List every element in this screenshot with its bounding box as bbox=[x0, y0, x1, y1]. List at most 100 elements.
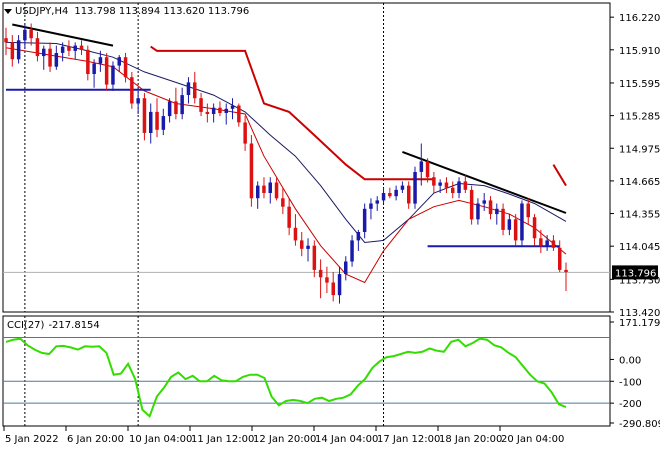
candle-body bbox=[230, 105, 235, 109]
candle-body bbox=[149, 111, 153, 133]
candle-body bbox=[394, 189, 398, 197]
candle-body bbox=[476, 203, 480, 220]
candle-body bbox=[495, 208, 499, 215]
candle-body bbox=[375, 200, 379, 204]
candle-body bbox=[564, 269, 568, 272]
candle-body bbox=[243, 122, 247, 144]
price-tick-label: 114.975 bbox=[619, 144, 660, 155]
candle-body bbox=[98, 57, 103, 64]
svg-text:CCI(27)-217.8154: CCI(27) -217.8154 bbox=[7, 320, 100, 331]
candle-body bbox=[54, 53, 59, 67]
candle-body bbox=[42, 48, 46, 57]
cci-tick-label: -200 bbox=[619, 399, 642, 410]
axes: 116.220 115.910 115.595 115.285 114.975 114.6… bbox=[3, 13, 660, 445]
candle-body bbox=[356, 232, 361, 241]
trendline-line-3 bbox=[12, 23, 114, 47]
price-tick-label: 115.595 bbox=[619, 79, 660, 90]
candle-body bbox=[193, 82, 197, 99]
candle-body bbox=[211, 107, 216, 114]
cci-plot-frame bbox=[2, 315, 611, 427]
current-price-tag-label: 113.796 bbox=[615, 268, 656, 279]
price-tick-label: 113.730 bbox=[619, 275, 660, 286]
candle-body bbox=[79, 45, 84, 50]
candle-body bbox=[558, 247, 562, 270]
candle-body bbox=[23, 29, 27, 41]
price-tick-label: 115.285 bbox=[619, 112, 660, 123]
candle-body bbox=[300, 240, 304, 249]
candle-body bbox=[419, 161, 424, 172]
candle-body bbox=[388, 193, 392, 197]
main-plot-frame bbox=[2, 2, 611, 313]
dropdown-arrow-icon[interactable] bbox=[4, 9, 12, 14]
candle-body bbox=[262, 185, 266, 193]
candle-body bbox=[205, 111, 210, 114]
candle-body bbox=[123, 57, 128, 78]
cci-plot bbox=[3, 316, 610, 426]
candle-body bbox=[337, 274, 342, 296]
candle-body bbox=[469, 189, 474, 220]
candle-body bbox=[362, 208, 367, 232]
candle-body bbox=[142, 98, 147, 133]
candle-body bbox=[186, 82, 191, 95]
candle-body bbox=[73, 45, 77, 51]
psar-line-0 bbox=[150, 45, 434, 181]
candle-body bbox=[155, 111, 159, 130]
candle-body bbox=[29, 29, 33, 39]
cci-tick-label: 171.1791 bbox=[619, 318, 660, 329]
time-tick-label: 12 Jan 20:00 bbox=[253, 434, 316, 445]
candle-body bbox=[180, 95, 184, 115]
candle-body bbox=[4, 38, 8, 43]
candle-body bbox=[92, 63, 96, 74]
candle-body bbox=[444, 182, 449, 188]
candle-body bbox=[438, 182, 442, 186]
time-tick-label: 5 Jan 2022 bbox=[5, 434, 59, 445]
candle-body bbox=[48, 48, 52, 67]
price-tick-label: 115.910 bbox=[619, 46, 660, 57]
candle-body bbox=[35, 38, 40, 57]
candle-body bbox=[249, 143, 254, 199]
candle-body bbox=[293, 227, 298, 241]
candle-body bbox=[318, 269, 323, 278]
candle-body bbox=[451, 187, 455, 193]
candle-body bbox=[407, 185, 411, 204]
candle-body bbox=[306, 245, 310, 249]
candle-body bbox=[507, 219, 512, 230]
candle-body bbox=[513, 219, 518, 241]
candle-body bbox=[532, 217, 537, 239]
candle-body bbox=[425, 161, 430, 178]
candle-body bbox=[312, 245, 317, 270]
candle-body bbox=[400, 185, 405, 190]
time-tick-label: 11 Jan 12:00 bbox=[191, 434, 254, 445]
candle-body bbox=[281, 198, 285, 207]
candle-body bbox=[130, 77, 134, 104]
candle-body bbox=[136, 98, 140, 104]
price-tick-label: 114.665 bbox=[619, 177, 660, 188]
candle-body bbox=[104, 57, 109, 85]
candle-body bbox=[256, 185, 260, 199]
candle-body bbox=[86, 49, 90, 74]
candle-body bbox=[274, 182, 279, 199]
candle-body bbox=[224, 108, 228, 113]
candle-body bbox=[488, 200, 493, 215]
candle-body bbox=[381, 193, 386, 201]
time-tick-label: 6 Jan 20:00 bbox=[67, 434, 124, 445]
candle-body bbox=[268, 182, 272, 193]
price-plot bbox=[3, 3, 610, 312]
candle-body bbox=[111, 65, 115, 85]
candle-body bbox=[10, 42, 15, 60]
cci-tick-label: -100 bbox=[619, 377, 642, 388]
candle-body bbox=[117, 57, 121, 66]
cci-value: -217.8154 bbox=[48, 320, 99, 331]
candle-body bbox=[482, 200, 486, 204]
candle-body bbox=[457, 181, 461, 193]
candle-body bbox=[174, 101, 178, 114]
candle-body bbox=[350, 240, 354, 262]
candle-body bbox=[539, 238, 543, 246]
symbol-label: USDJPY bbox=[15, 6, 52, 17]
cci-tick-label: -290.8098 bbox=[619, 419, 660, 430]
candle-body bbox=[60, 46, 65, 53]
psar-line-1 bbox=[552, 164, 567, 187]
candle-body bbox=[463, 181, 468, 190]
